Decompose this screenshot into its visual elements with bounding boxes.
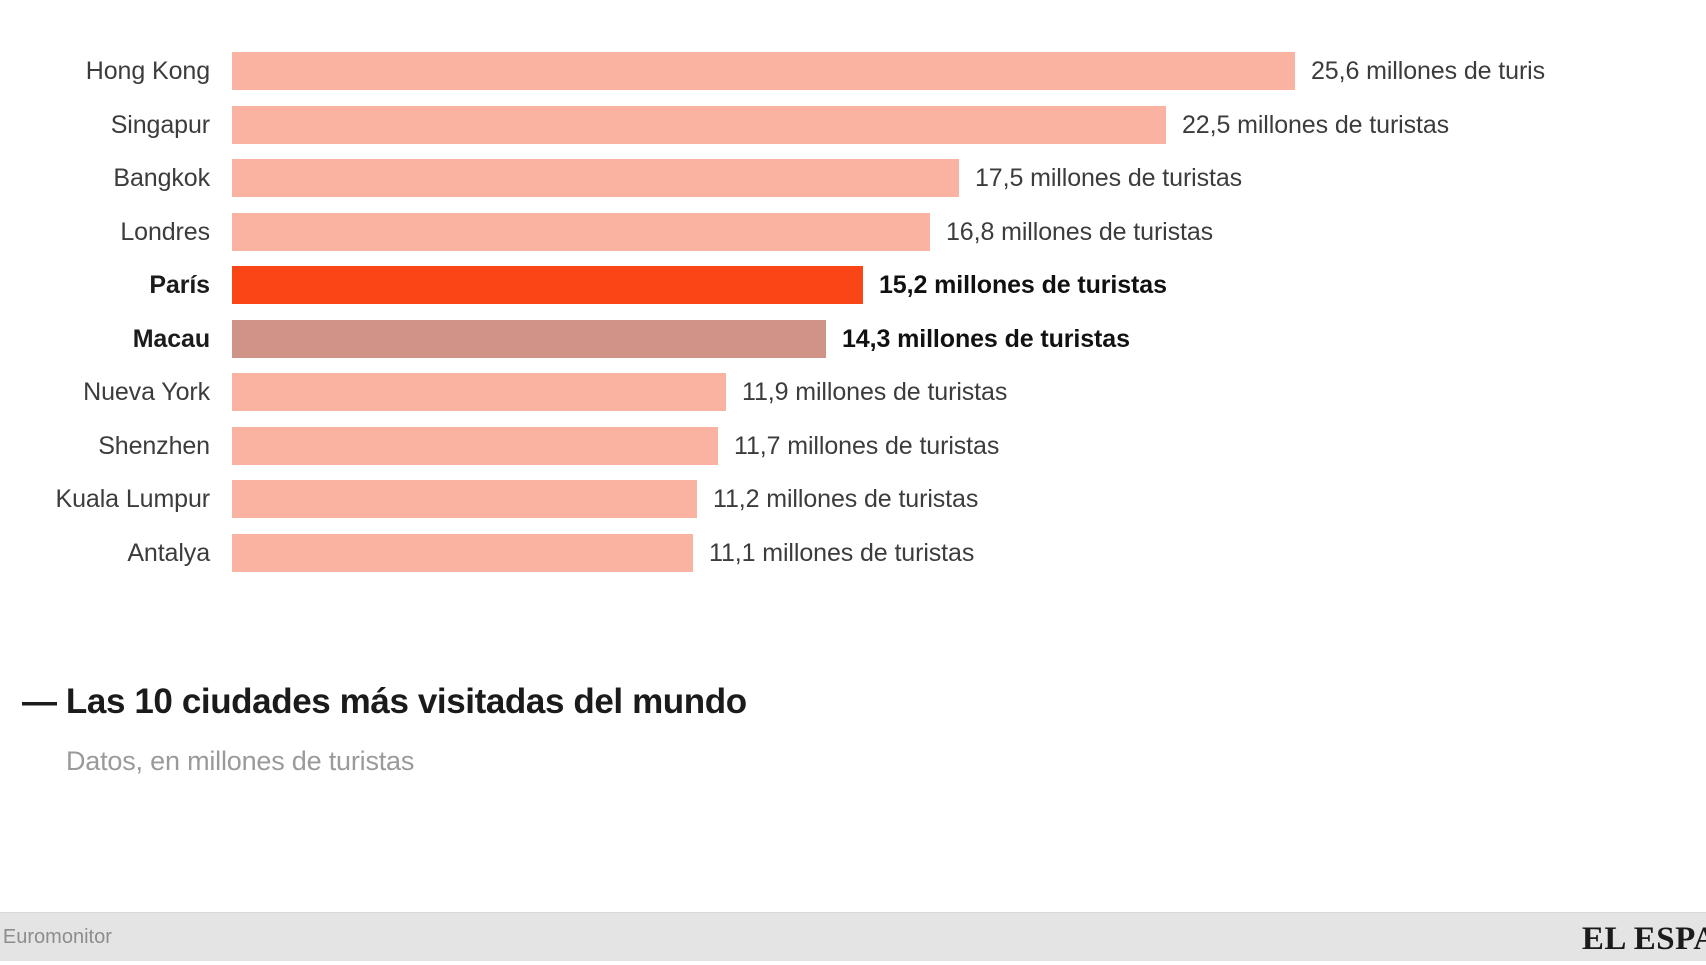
- bar-category-label: Nueva York: [83, 378, 210, 406]
- title-block: — Las 10 ciudades más visitadas del mund…: [22, 680, 1622, 778]
- chart-subtitle: Datos, en millones de turistas: [66, 746, 415, 776]
- bar: [232, 105, 1166, 144]
- bar-value-label: 11,2 millones de turistas: [713, 485, 979, 513]
- bar-value-label: 17,5 millones de turistas: [975, 164, 1243, 192]
- bar-row: Londres 16,8 millones de turistas: [0, 212, 1706, 251]
- bar: [232, 533, 693, 572]
- bar: [232, 52, 1295, 90]
- footer-bar: nte: Euromonitor EL ESPAÑ: [0, 912, 1706, 961]
- bar-row: Nueva York 11,9 millones de turistas: [0, 373, 1706, 411]
- bar-category-label: Hong Kong: [85, 57, 210, 85]
- bar-category-label: Singapur: [110, 110, 210, 139]
- bar-value-label: 25,6 millones de turis: [1311, 57, 1546, 85]
- bar-row: Hong Kong 25,6 millones de turis: [0, 52, 1706, 90]
- bar-value-label: 16,8 millones de turistas: [946, 217, 1214, 246]
- bar-category-label: Antalya: [127, 538, 210, 567]
- bar: [232, 159, 959, 197]
- publisher-logo: EL ESPAÑ: [1581, 921, 1706, 957]
- bar-value-label: 15,2 millones de turistas: [879, 271, 1167, 299]
- bar-row: París 15,2 millones de turistas: [0, 266, 1706, 304]
- bar-row: Bangkok 17,5 millones de turistas: [0, 159, 1706, 197]
- bar-row: Singapur 22,5 millones de turistas: [0, 105, 1706, 144]
- chart-title: — Las 10 ciudades más visitadas del mund…: [22, 682, 747, 721]
- bar: [232, 319, 826, 358]
- bar-category-label: Macau: [132, 324, 210, 353]
- bar: [232, 373, 726, 411]
- bar-category-label: Bangkok: [113, 164, 210, 192]
- bar: [232, 480, 697, 518]
- bar: [232, 212, 930, 251]
- bar-value-label: 14,3 millones de turistas: [842, 324, 1130, 353]
- bar-category-label: París: [149, 271, 210, 299]
- bar-category-label: Shenzhen: [98, 431, 210, 460]
- bar-row: Kuala Lumpur 11,2 millones de turistas: [0, 480, 1706, 518]
- bar-value-label: 11,1 millones de turistas: [709, 538, 975, 567]
- bar-row: Macau 14,3 millones de turistas: [0, 319, 1706, 358]
- bar-row: Shenzhen 11,7 millones de turistas: [0, 426, 1706, 465]
- bar: [232, 266, 863, 304]
- bar-chart: Hong Kong 25,6 millones de turis Singapur 2…: [0, 52, 1706, 572]
- bar-category-label: Londres: [120, 217, 210, 246]
- bar-value-label: 11,7 millones de turistas: [734, 431, 1000, 460]
- bar-value-label: 22,5 millones de turistas: [1182, 110, 1450, 139]
- bar-category-label: Kuala Lumpur: [55, 485, 211, 513]
- bar: [232, 426, 718, 465]
- footer-source-label: nte: Euromonitor: [0, 926, 112, 948]
- bar-row: Antalya 11,1 millones de turistas: [0, 533, 1706, 572]
- bar-value-label: 11,9 millones de turistas: [742, 378, 1008, 406]
